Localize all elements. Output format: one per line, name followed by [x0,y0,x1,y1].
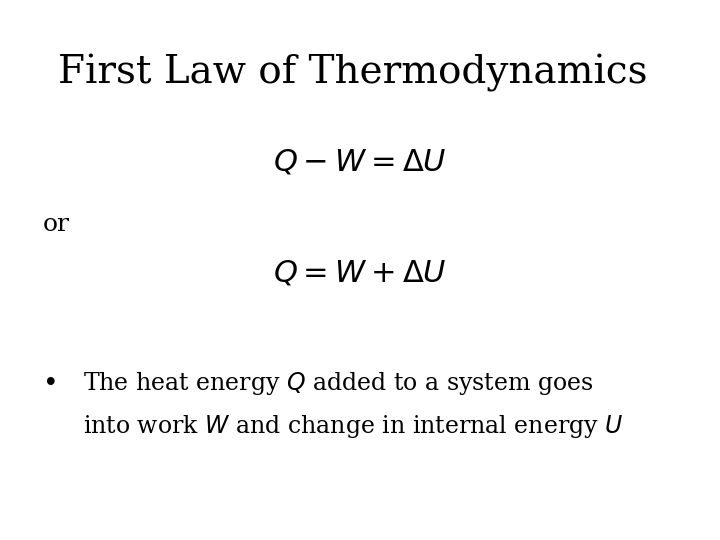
Text: First Law of Thermodynamics: First Law of Thermodynamics [58,54,647,92]
Text: $Q - W = \Delta U$: $Q - W = \Delta U$ [273,146,447,178]
Text: or: or [43,213,70,235]
Text: $Q = W + \Delta U$: $Q = W + \Delta U$ [273,257,447,288]
Text: into work $W$ and change in internal energy $U$: into work $W$ and change in internal ene… [83,413,623,440]
Text: The heat energy $Q$ added to a system goes: The heat energy $Q$ added to a system go… [83,370,593,397]
Text: •: • [42,371,58,396]
